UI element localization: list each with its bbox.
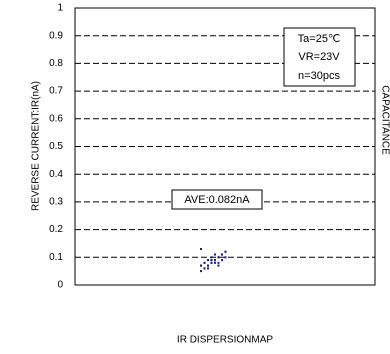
y-tick-label: 0.9 <box>49 30 63 41</box>
data-point <box>200 264 202 267</box>
data-point <box>207 259 209 262</box>
data-point <box>210 256 213 259</box>
data-point <box>203 267 206 270</box>
data-point <box>210 261 213 264</box>
data-point <box>210 259 213 262</box>
y-tick-label: 0.2 <box>49 224 63 235</box>
data-point <box>217 256 220 259</box>
y-tick-label: 0 <box>57 280 63 291</box>
y-tick-label: 0.1 <box>49 252 63 263</box>
y-tick-label: 0.8 <box>49 58 63 69</box>
right-axis-label: CAPACITANCE <box>379 85 390 155</box>
data-point <box>203 261 206 264</box>
average-box <box>171 189 263 210</box>
data-point <box>221 253 223 256</box>
conditions-box <box>283 27 356 87</box>
y-tick-label: 0.3 <box>49 197 63 208</box>
y-axis-label: REVERSE CURRENT:IR(nA) <box>31 81 42 211</box>
condition-text: VR=23V <box>298 51 340 63</box>
data-point <box>221 259 223 262</box>
y-tick-label: 0.7 <box>49 86 63 97</box>
data-point <box>214 261 216 264</box>
y-tick-label: 0.4 <box>49 169 63 180</box>
condition-text: n=30pcs <box>298 70 340 82</box>
y-tick-label: 1 <box>57 3 63 14</box>
data-point <box>207 264 209 267</box>
data-point <box>207 267 209 270</box>
average-label: AVE:0.082nA <box>184 194 250 206</box>
chart-title: IR DISPERSIONMAP <box>177 335 273 346</box>
data-point <box>214 253 216 256</box>
y-tick-label: 0.6 <box>49 113 63 124</box>
y-tick-label: 0.5 <box>49 141 63 152</box>
data-point <box>224 256 227 259</box>
condition-text: Ta=25℃ <box>298 33 341 45</box>
data-point <box>200 270 202 273</box>
data-point <box>217 264 220 267</box>
data-point <box>217 261 220 264</box>
data-point <box>200 247 202 250</box>
data-point <box>224 250 227 253</box>
data-point <box>214 259 216 262</box>
